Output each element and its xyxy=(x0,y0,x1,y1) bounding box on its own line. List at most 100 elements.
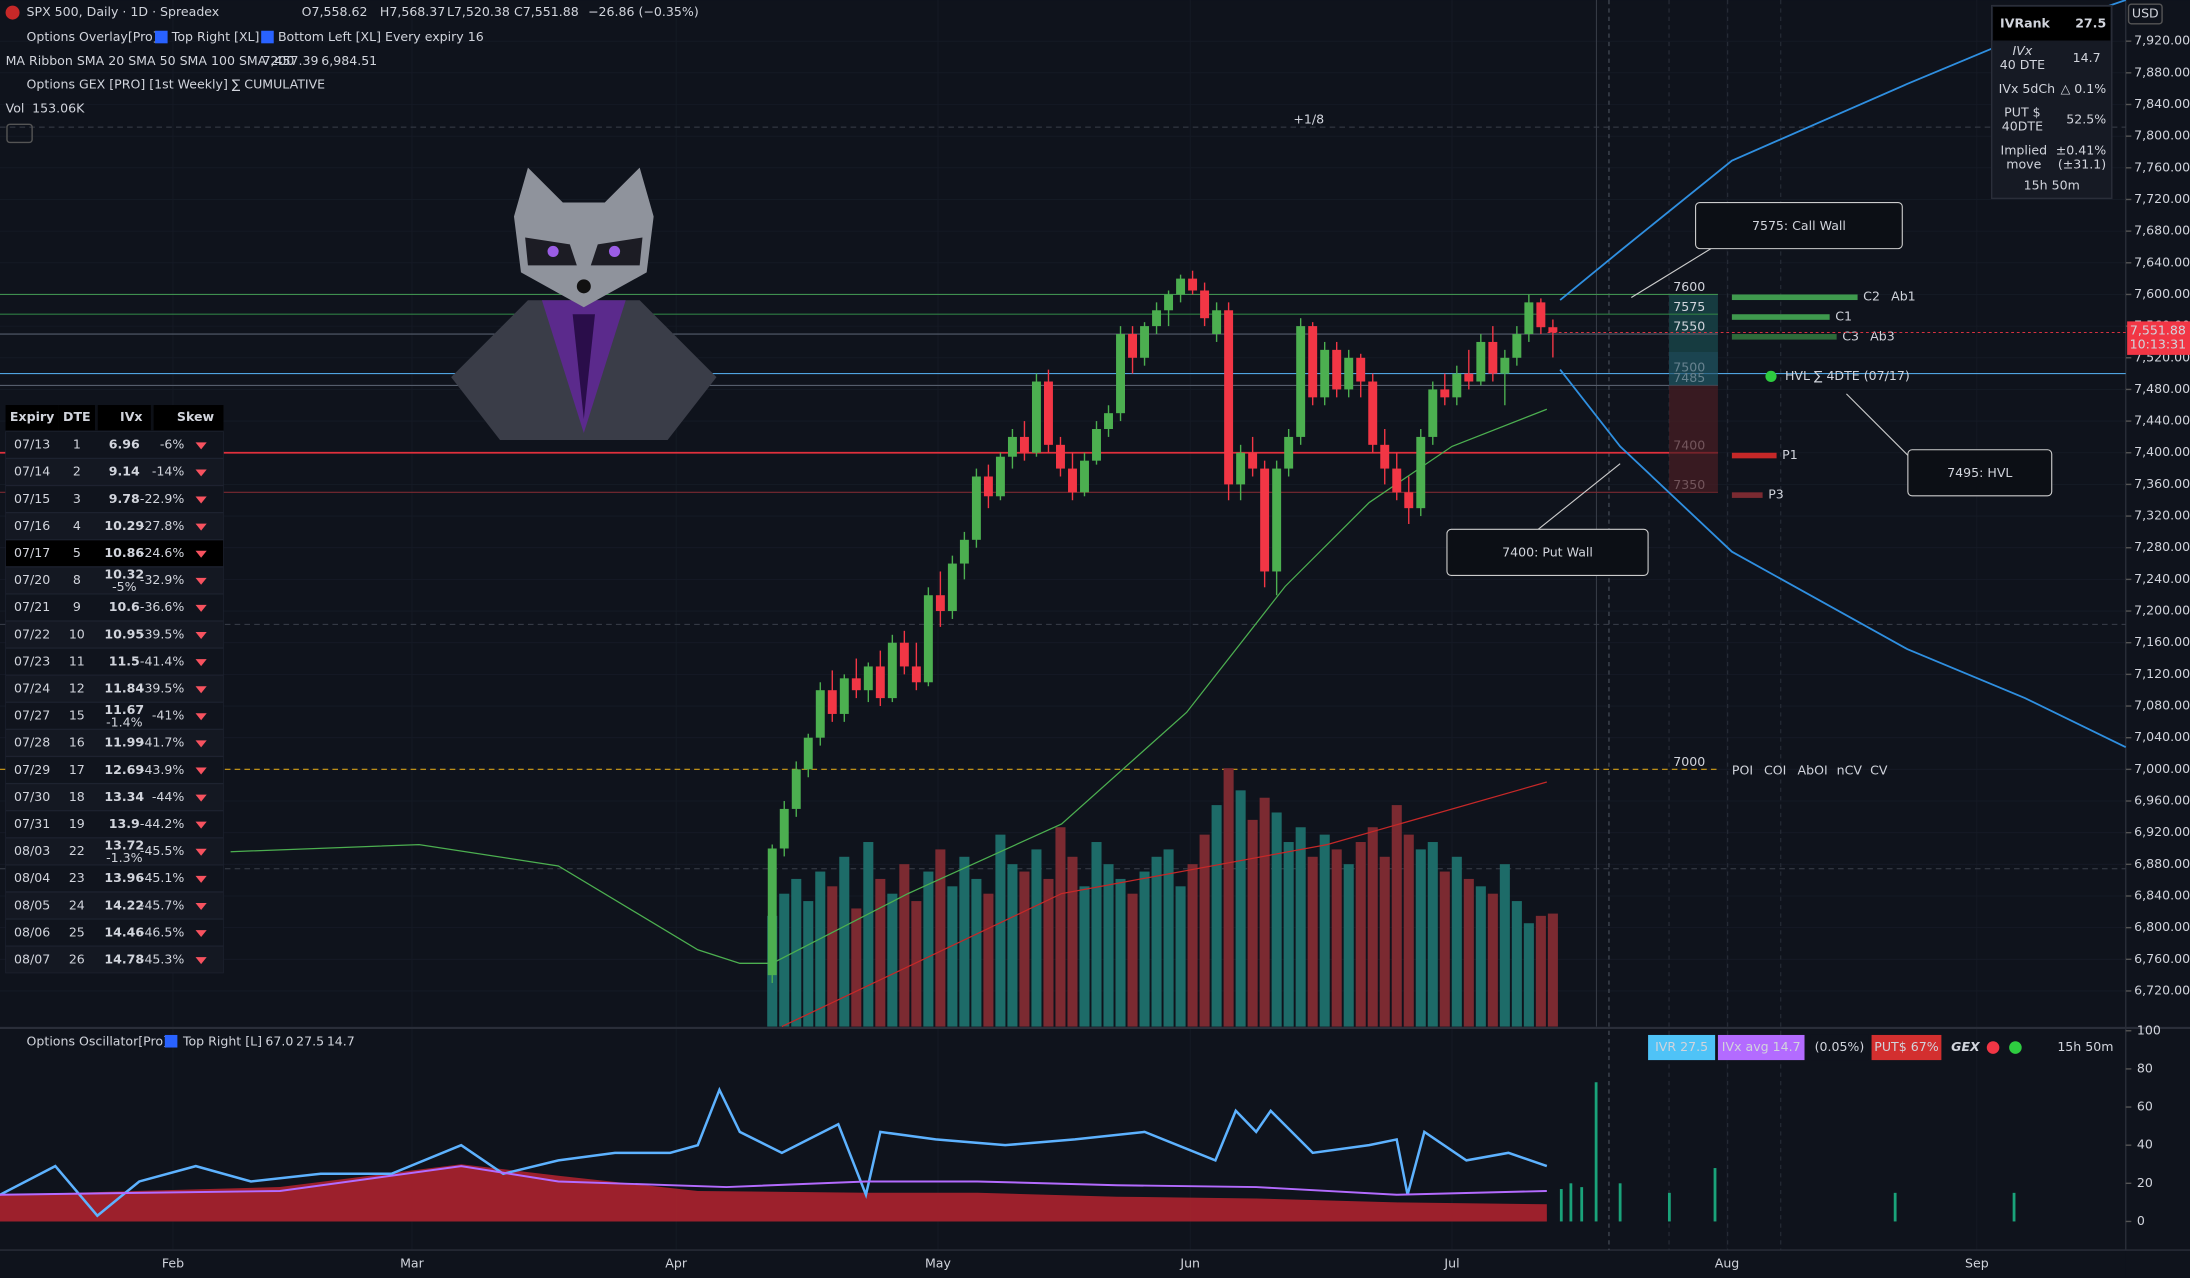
candle-body xyxy=(1080,460,1089,493)
ivx: 10.95 xyxy=(104,626,144,641)
candle-body xyxy=(1248,452,1258,469)
expiry: 08/04 xyxy=(14,870,50,885)
gex-bar xyxy=(1731,492,1763,498)
osc-gex: GEX xyxy=(1951,1039,1981,1054)
volume-bar xyxy=(1451,856,1462,1027)
ivx: 14.22 xyxy=(104,897,144,912)
skew: -41.4% xyxy=(140,653,185,668)
ohlc-change: −26.86 (−0.35%) xyxy=(588,4,699,19)
table-header: Expiry xyxy=(10,409,54,424)
table-row xyxy=(5,431,224,459)
ivx: 10.32 xyxy=(104,567,144,582)
dte: 19 xyxy=(69,816,85,831)
volume-bar xyxy=(1223,768,1234,1027)
gex-bar xyxy=(1731,452,1777,459)
volume-bar xyxy=(839,856,850,1027)
level-tag: AbOI xyxy=(1798,762,1828,777)
gex-bar xyxy=(1731,334,1837,340)
table-header-cell xyxy=(97,405,151,431)
dte: 1 xyxy=(73,437,81,452)
ivx-value: 14.7 xyxy=(2073,50,2101,65)
indicator-line xyxy=(781,781,1547,1028)
ivx: 13.96 xyxy=(104,870,144,885)
table-row xyxy=(5,485,224,513)
volume-bar xyxy=(1211,805,1222,1027)
candle-body xyxy=(1512,334,1522,358)
level-label: 7600 xyxy=(1673,279,1705,294)
ivx-change: -5% xyxy=(112,579,137,594)
y-tick-label: 7,840.00 xyxy=(2134,96,2190,111)
level-tag: COI xyxy=(1764,762,1786,777)
table-row xyxy=(5,648,224,676)
skew: -45.3% xyxy=(140,951,185,966)
table-header-cell xyxy=(5,405,59,431)
ivx: 11.84 xyxy=(104,681,144,696)
candle-body xyxy=(1452,373,1462,398)
candle-body xyxy=(1152,310,1162,327)
y-tick-label: 6,720.00 xyxy=(2134,982,2190,997)
header-title: SPX 500, Daily · 1D · Spreadex xyxy=(27,4,220,19)
expiry: 07/13 xyxy=(14,437,50,452)
ivx-change: -1.4% xyxy=(106,715,143,730)
table-header: Skew xyxy=(177,409,215,424)
volume-bar xyxy=(911,901,922,1027)
skew-icon xyxy=(195,713,207,721)
osc-line xyxy=(0,1086,1548,1218)
skew: -39.5% xyxy=(140,681,185,696)
expiry: 07/30 xyxy=(14,789,50,804)
volume-bar xyxy=(1007,864,1018,1027)
candle-body xyxy=(851,678,861,691)
ma-value: 7,457.39 xyxy=(263,53,319,68)
y-tick-label: 6,760.00 xyxy=(2134,951,2190,966)
x-tick-label: Mar xyxy=(400,1256,425,1271)
volume-bar xyxy=(923,871,934,1027)
currency-box[interactable] xyxy=(2127,3,2163,25)
candle-body xyxy=(1043,381,1053,445)
volume-bar xyxy=(1295,827,1306,1027)
osc-line xyxy=(0,1165,1547,1196)
ivx: 14.78 xyxy=(104,951,144,966)
candle-body xyxy=(1272,468,1282,572)
candle-body xyxy=(1476,341,1486,382)
hvl-box xyxy=(1907,449,2053,497)
ivx: 14.46 xyxy=(104,924,144,939)
dte: 8 xyxy=(73,572,81,587)
candle-body xyxy=(791,769,801,809)
y-tick-label: 7,440.00 xyxy=(2134,413,2190,428)
volume-bar xyxy=(1247,819,1258,1027)
last-price: 7,551.88 xyxy=(2130,323,2186,338)
osc-y-tick-label: 60 xyxy=(2137,1099,2153,1114)
expiry: 07/27 xyxy=(14,708,50,723)
x-tick-label: Jul xyxy=(1443,1256,1459,1271)
candle-body xyxy=(839,678,849,714)
volume-bar xyxy=(1499,864,1510,1027)
collapse-button[interactable] xyxy=(6,123,33,144)
ivx: 11.99 xyxy=(104,735,144,750)
price-axis-bg xyxy=(2125,0,2190,1278)
expiry: 07/23 xyxy=(14,653,50,668)
expiry: 07/14 xyxy=(14,464,50,479)
osc-bar xyxy=(1559,1189,1563,1222)
volume-bar xyxy=(1283,842,1294,1027)
expiry: 07/28 xyxy=(14,735,50,750)
skew: -6% xyxy=(160,437,185,452)
candle-body xyxy=(911,666,921,683)
candle-body xyxy=(923,595,933,683)
candle-body xyxy=(1368,381,1378,445)
ivx: 9.14 xyxy=(109,464,140,479)
skew-icon xyxy=(195,659,207,667)
gex-tag: C3 xyxy=(1842,328,1859,343)
level-label: 7550 xyxy=(1673,319,1705,334)
osc-puts-badge xyxy=(1871,1034,1942,1061)
volume-bar xyxy=(1427,842,1438,1027)
candle-body xyxy=(1031,381,1041,453)
table-row xyxy=(5,891,224,920)
table-row xyxy=(5,458,224,486)
x-tick-label: Feb xyxy=(162,1256,184,1271)
checkbox xyxy=(164,1034,178,1048)
candle-body xyxy=(1007,436,1017,457)
vol-value: 153.06K xyxy=(32,100,85,115)
skew: -43.9% xyxy=(140,762,185,777)
